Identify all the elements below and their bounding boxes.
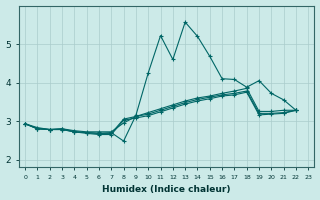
X-axis label: Humidex (Indice chaleur): Humidex (Indice chaleur) [102, 185, 231, 194]
